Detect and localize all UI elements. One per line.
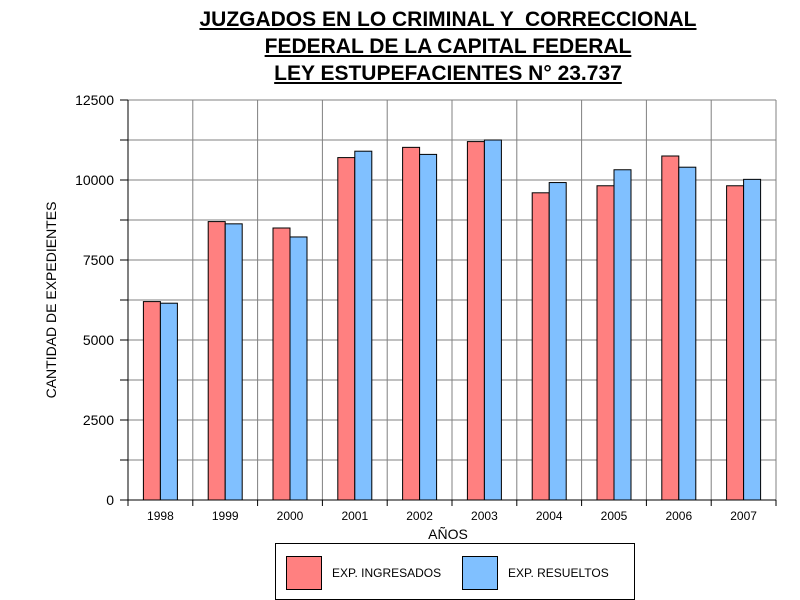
bar-ingresados-2003 (466, 141, 485, 501)
bar-ingresados-2004 (531, 192, 550, 501)
bar-ingresados-2001 (337, 157, 356, 501)
bar-resueltos-2003 (483, 139, 502, 501)
x-tick-label: 2000 (277, 509, 304, 523)
y-tick-label: 12500 (75, 92, 114, 108)
legend-label-ingresados: EXP. INGRESADOS (332, 566, 442, 580)
bars (142, 139, 762, 501)
chart-title: JUZGADOS EN LO CRIMINAL Y CORRECCIONAL F… (0, 6, 800, 87)
x-axis-title: AÑOS (428, 526, 468, 542)
bar-resueltos-2002 (419, 153, 438, 501)
x-tick-labels: 1998 1999 2000 2001 2002 2003 2004 2005 2006 2007 (147, 509, 757, 523)
chart-title-line-2: FEDERAL DE LA CAPITAL FEDERAL (264, 35, 632, 58)
bar-resueltos-1998 (159, 302, 178, 501)
y-axis-title: CANTIDAD DE EXPEDIENTES (43, 202, 59, 399)
bar-ingresados-1998 (142, 301, 161, 501)
bar-ingresados-1999 (207, 221, 226, 501)
bar-ingresados-2002 (402, 146, 421, 501)
y-tick-label: 5000 (83, 332, 114, 348)
axes (120, 99, 777, 506)
bar-ingresados-2006 (661, 155, 680, 501)
bar-ingresados-2000 (272, 227, 291, 501)
chart-title-line-3: LEY ESTUPEFACIENTES N° 23.737 (274, 62, 622, 85)
x-tick-label: 1999 (212, 509, 239, 523)
bar-resueltos-2000 (289, 236, 308, 501)
bar-resueltos-2007 (743, 178, 762, 501)
y-tick-label: 7500 (83, 252, 114, 268)
legend: EXP. INGRESADOS EXP. RESUELTOS (275, 543, 635, 600)
bar-resueltos-1999 (224, 223, 243, 501)
x-tick-label: 2004 (536, 509, 563, 523)
legend-label-resueltos: EXP. RESUELTOS (508, 566, 609, 580)
y-tick-label: 2500 (83, 412, 114, 428)
x-tick-label: 2002 (406, 509, 433, 523)
x-tick-label: 2005 (601, 509, 628, 523)
x-tick-label: 2003 (471, 509, 498, 523)
legend-swatch-ingresados (286, 556, 322, 590)
bar-resueltos-2001 (354, 150, 373, 501)
bar-resueltos-2004 (548, 182, 567, 501)
bar-resueltos-2006 (678, 166, 697, 501)
x-tick-label: 1998 (147, 509, 174, 523)
y-tick-label: 0 (106, 492, 114, 508)
legend-swatch-resueltos (462, 556, 498, 590)
x-tick-label: 2001 (341, 509, 368, 523)
x-tick-label: 2007 (730, 509, 757, 523)
bar-resueltos-2005 (613, 169, 632, 501)
x-tick-label: 2006 (665, 509, 692, 523)
bar-ingresados-2005 (596, 185, 615, 501)
chart-title-line-1: JUZGADOS EN LO CRIMINAL Y CORRECCIONAL (199, 8, 697, 31)
bar-ingresados-2007 (726, 185, 745, 501)
y-tick-label: 10000 (75, 172, 114, 188)
y-tick-labels: 0 2500 5000 7500 10000 12500 (75, 92, 114, 508)
